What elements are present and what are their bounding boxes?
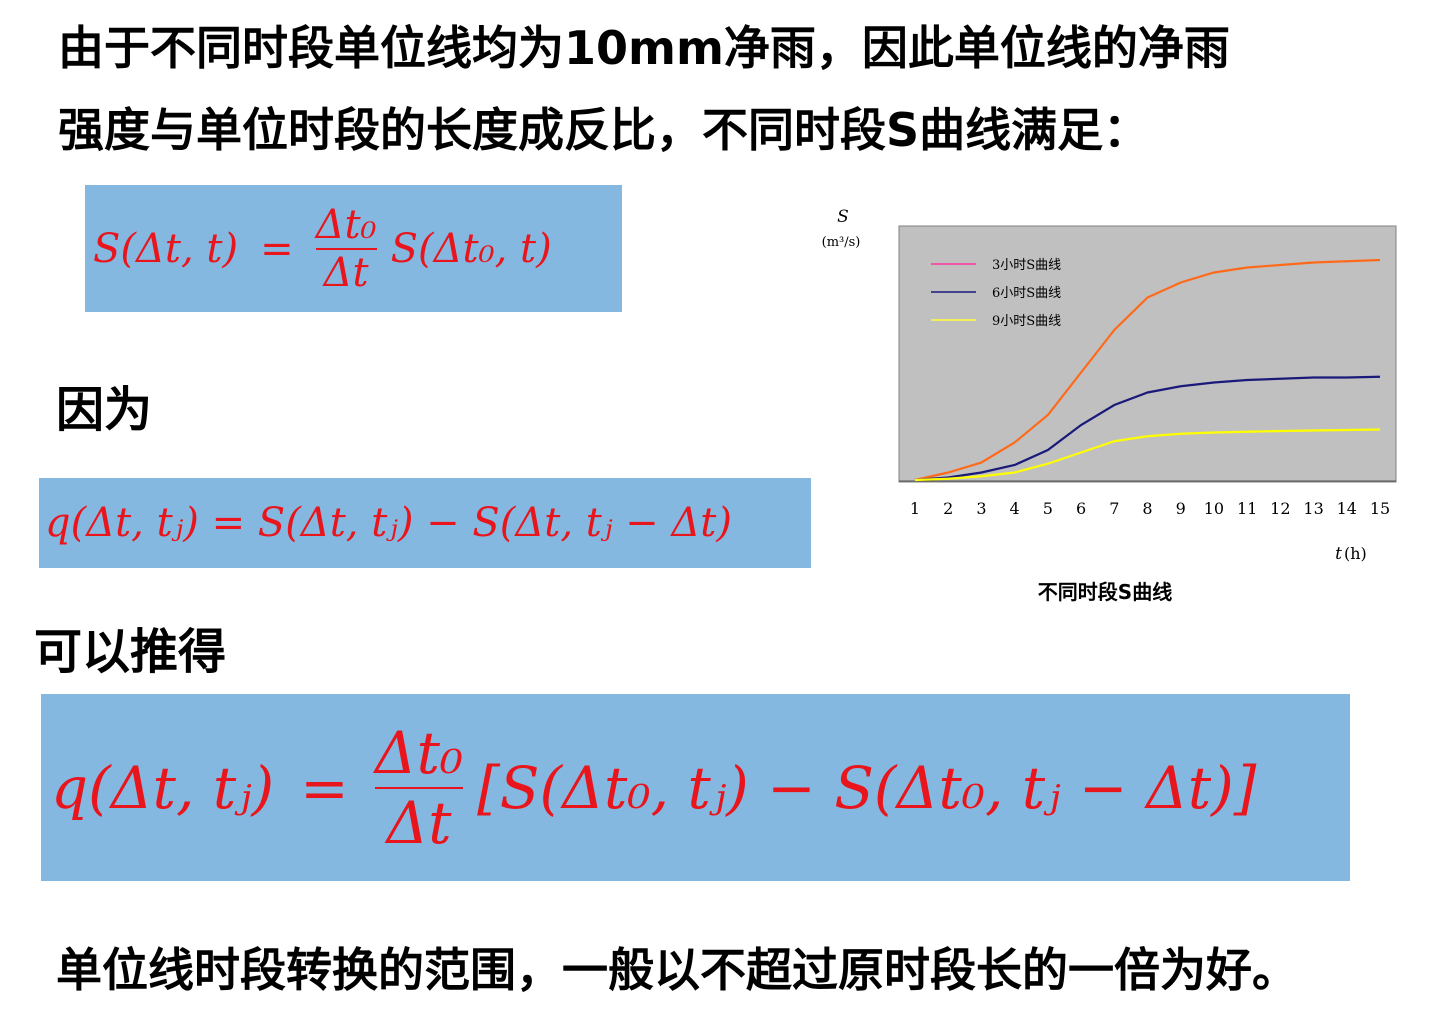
formula-3-eq: =	[300, 753, 349, 822]
x-tick-label: 7	[1109, 499, 1119, 518]
series-line	[914, 375, 1381, 482]
chart-caption: 不同时段S曲线	[1037, 580, 1173, 604]
formula-1-lhs: S(Δt, t)	[93, 225, 239, 272]
formula-2-text: q(Δt, tⱼ) = S(Δt, tⱼ) − S(Δt, tⱼ − Δt)	[45, 500, 732, 546]
intro-line-1: 由于不同时段单位线均为10mm净雨，因此单位线的净雨	[58, 21, 1230, 75]
legend-label: 6小时S曲线	[992, 286, 1061, 301]
y-axis-unit: (m³/s)	[822, 235, 861, 250]
formula-1-fraction: Δt₀ Δt	[315, 201, 377, 296]
formula-box-1: S(Δt, t) = Δt₀ Δt S(Δt₀, t)	[85, 185, 622, 312]
x-axis-unit: (h)	[1344, 544, 1367, 563]
x-tick-label: 9	[1176, 499, 1186, 518]
heading-derive: 可以推得	[34, 624, 227, 680]
x-tick-label: 3	[976, 499, 986, 518]
x-tick-label: 2	[943, 499, 953, 518]
s-curve-chart: S (m³/s) 1 2 3 4 5 6 7 8 9 10 11 12 13 14 15 3小时S曲线6小时…	[822, 207, 1397, 564]
legend: 3小时S曲线 6小时S曲线 9小时S曲线	[931, 258, 1061, 329]
series-lines	[914, 258, 1381, 482]
formula-3-fraction: Δt₀ Δt	[374, 718, 464, 857]
x-tick-label: 5	[1043, 499, 1053, 518]
x-tick-label: 14	[1337, 499, 1357, 518]
x-tick-label: 15	[1370, 499, 1390, 518]
formula-3-denominator: Δt	[386, 788, 452, 857]
formula-1-eq: =	[260, 225, 294, 272]
formula-box-2: q(Δt, tⱼ) = S(Δt, tⱼ) − S(Δt, tⱼ − Δt)	[39, 478, 811, 568]
x-axis-label: t	[1335, 544, 1342, 564]
x-tick-label: 12	[1270, 499, 1290, 518]
x-tick-labels: 1 2 3 4 5 6 7 8 9 10 11 12 13 14 15	[910, 499, 1390, 518]
formula-1-denominator: Δt	[323, 249, 369, 296]
formula-3-fraction-bar	[374, 786, 464, 789]
formula-1-fraction-bar	[315, 247, 377, 250]
heading-because: 因为	[56, 382, 153, 438]
x-tick-label: 4	[1010, 499, 1020, 518]
conclusion-text: 单位线时段转换的范围，一般以不超过原时段长的一倍为好。	[56, 943, 1298, 997]
x-tick-label: 8	[1142, 499, 1152, 518]
intro-line-2: 强度与单位时段的长度成反比，不同时段S曲线满足：	[58, 103, 1150, 157]
legend-label: 9小时S曲线	[992, 314, 1061, 329]
formula-1-numerator: Δt₀	[315, 201, 377, 248]
formula-3-lhs: q(Δt, tⱼ)	[51, 753, 275, 822]
y-axis-label: S	[837, 207, 849, 227]
series-line	[914, 258, 1381, 482]
x-tick-label: 13	[1303, 499, 1323, 518]
formula-3-numerator: Δt₀	[374, 718, 464, 787]
formula-1-rhs: S(Δt₀, t)	[390, 225, 552, 272]
x-tick-label: 10	[1204, 499, 1224, 518]
formula-box-3: q(Δt, tⱼ) = Δt₀ Δt [S(Δt₀, tⱼ) − S(Δt₀, …	[41, 694, 1350, 881]
legend-label: 3小时S曲线	[992, 258, 1061, 273]
x-tick-label: 1	[910, 499, 920, 518]
series-line	[914, 428, 1381, 482]
formula-3-rhs: [S(Δt₀, tⱼ) − S(Δt₀, tⱼ − Δt)]	[477, 753, 1257, 822]
plot-area	[898, 225, 1397, 483]
x-tick-label: 11	[1237, 499, 1257, 518]
x-tick-label: 6	[1076, 499, 1086, 518]
